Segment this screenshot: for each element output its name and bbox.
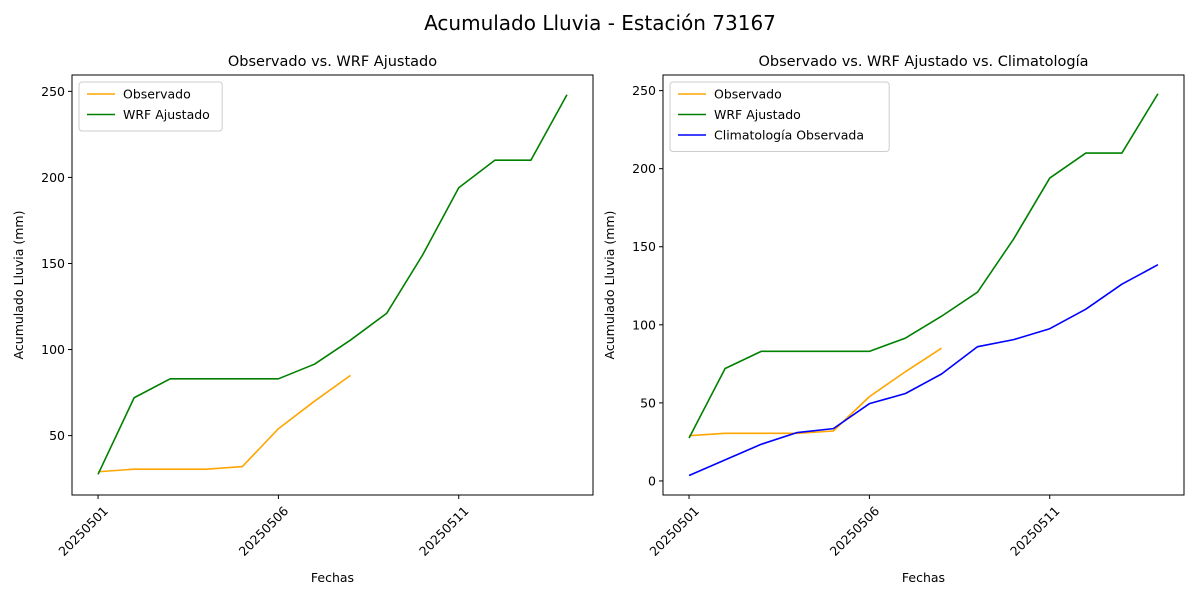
series-line-wrf-ajustado [688, 93, 1159, 439]
legend-label-wrf-ajustado: WRF Ajustado [123, 107, 210, 122]
subplot-title: Observado vs. WRF Ajustado vs. Climatolo… [759, 54, 1089, 70]
x-axis-label: Fechas [902, 570, 945, 585]
legend-label-observado: Observado [123, 87, 191, 102]
y-axis-label: Acumulado Lluvia (mm) [11, 211, 26, 360]
y-tick-label: 200 [632, 161, 656, 176]
x-tick-label: 20250506 [236, 503, 292, 559]
series-line-observado [97, 374, 351, 473]
axes-frame [71, 74, 594, 496]
y-tick-label: 150 [41, 256, 65, 271]
y-tick-label: 100 [41, 342, 65, 357]
series-line-observado [688, 347, 942, 437]
legend-box [669, 81, 890, 152]
y-tick-label: 50 [640, 395, 656, 410]
subplot-1: Observado vs. WRF Ajustado 50 100 150 200 250… [11, 54, 594, 585]
x-tick-label: 20250506 [827, 503, 883, 559]
axes-frame [662, 74, 1185, 496]
x-tick-label: 20250511 [416, 503, 472, 559]
y-tick-label: 50 [49, 428, 65, 443]
x-tick-label: 20250511 [1007, 503, 1063, 559]
legend-label-observado: Observado [714, 87, 782, 102]
y-tick-label: 0 [648, 473, 656, 488]
y-tick-label: 250 [632, 83, 656, 98]
y-axis-label: Acumulado Lluvia (mm) [602, 211, 617, 360]
subplot-title: Observado vs. WRF Ajustado [228, 54, 437, 70]
series-line-climatolog-a-observada [688, 263, 1159, 477]
series-line-wrf-ajustado [97, 94, 568, 475]
x-axis-label: Fechas [311, 570, 354, 585]
y-tick-label: 150 [632, 239, 656, 254]
x-tick-label: 20250501 [55, 503, 111, 559]
legend-label-wrf-ajustado: WRF Ajustado [714, 107, 801, 122]
figure-suptitle: Acumulado Lluvia - Estación 73167 [424, 11, 776, 35]
y-tick-label: 250 [41, 84, 65, 99]
x-tick-label: 20250501 [646, 503, 702, 559]
y-tick-label: 100 [632, 317, 656, 332]
y-tick-label: 200 [41, 170, 65, 185]
legend-label-climatolog-a-observada: Climatología Observada [714, 128, 864, 143]
subplot-2: Observado vs. WRF Ajustado vs. Climatolo… [602, 54, 1185, 585]
